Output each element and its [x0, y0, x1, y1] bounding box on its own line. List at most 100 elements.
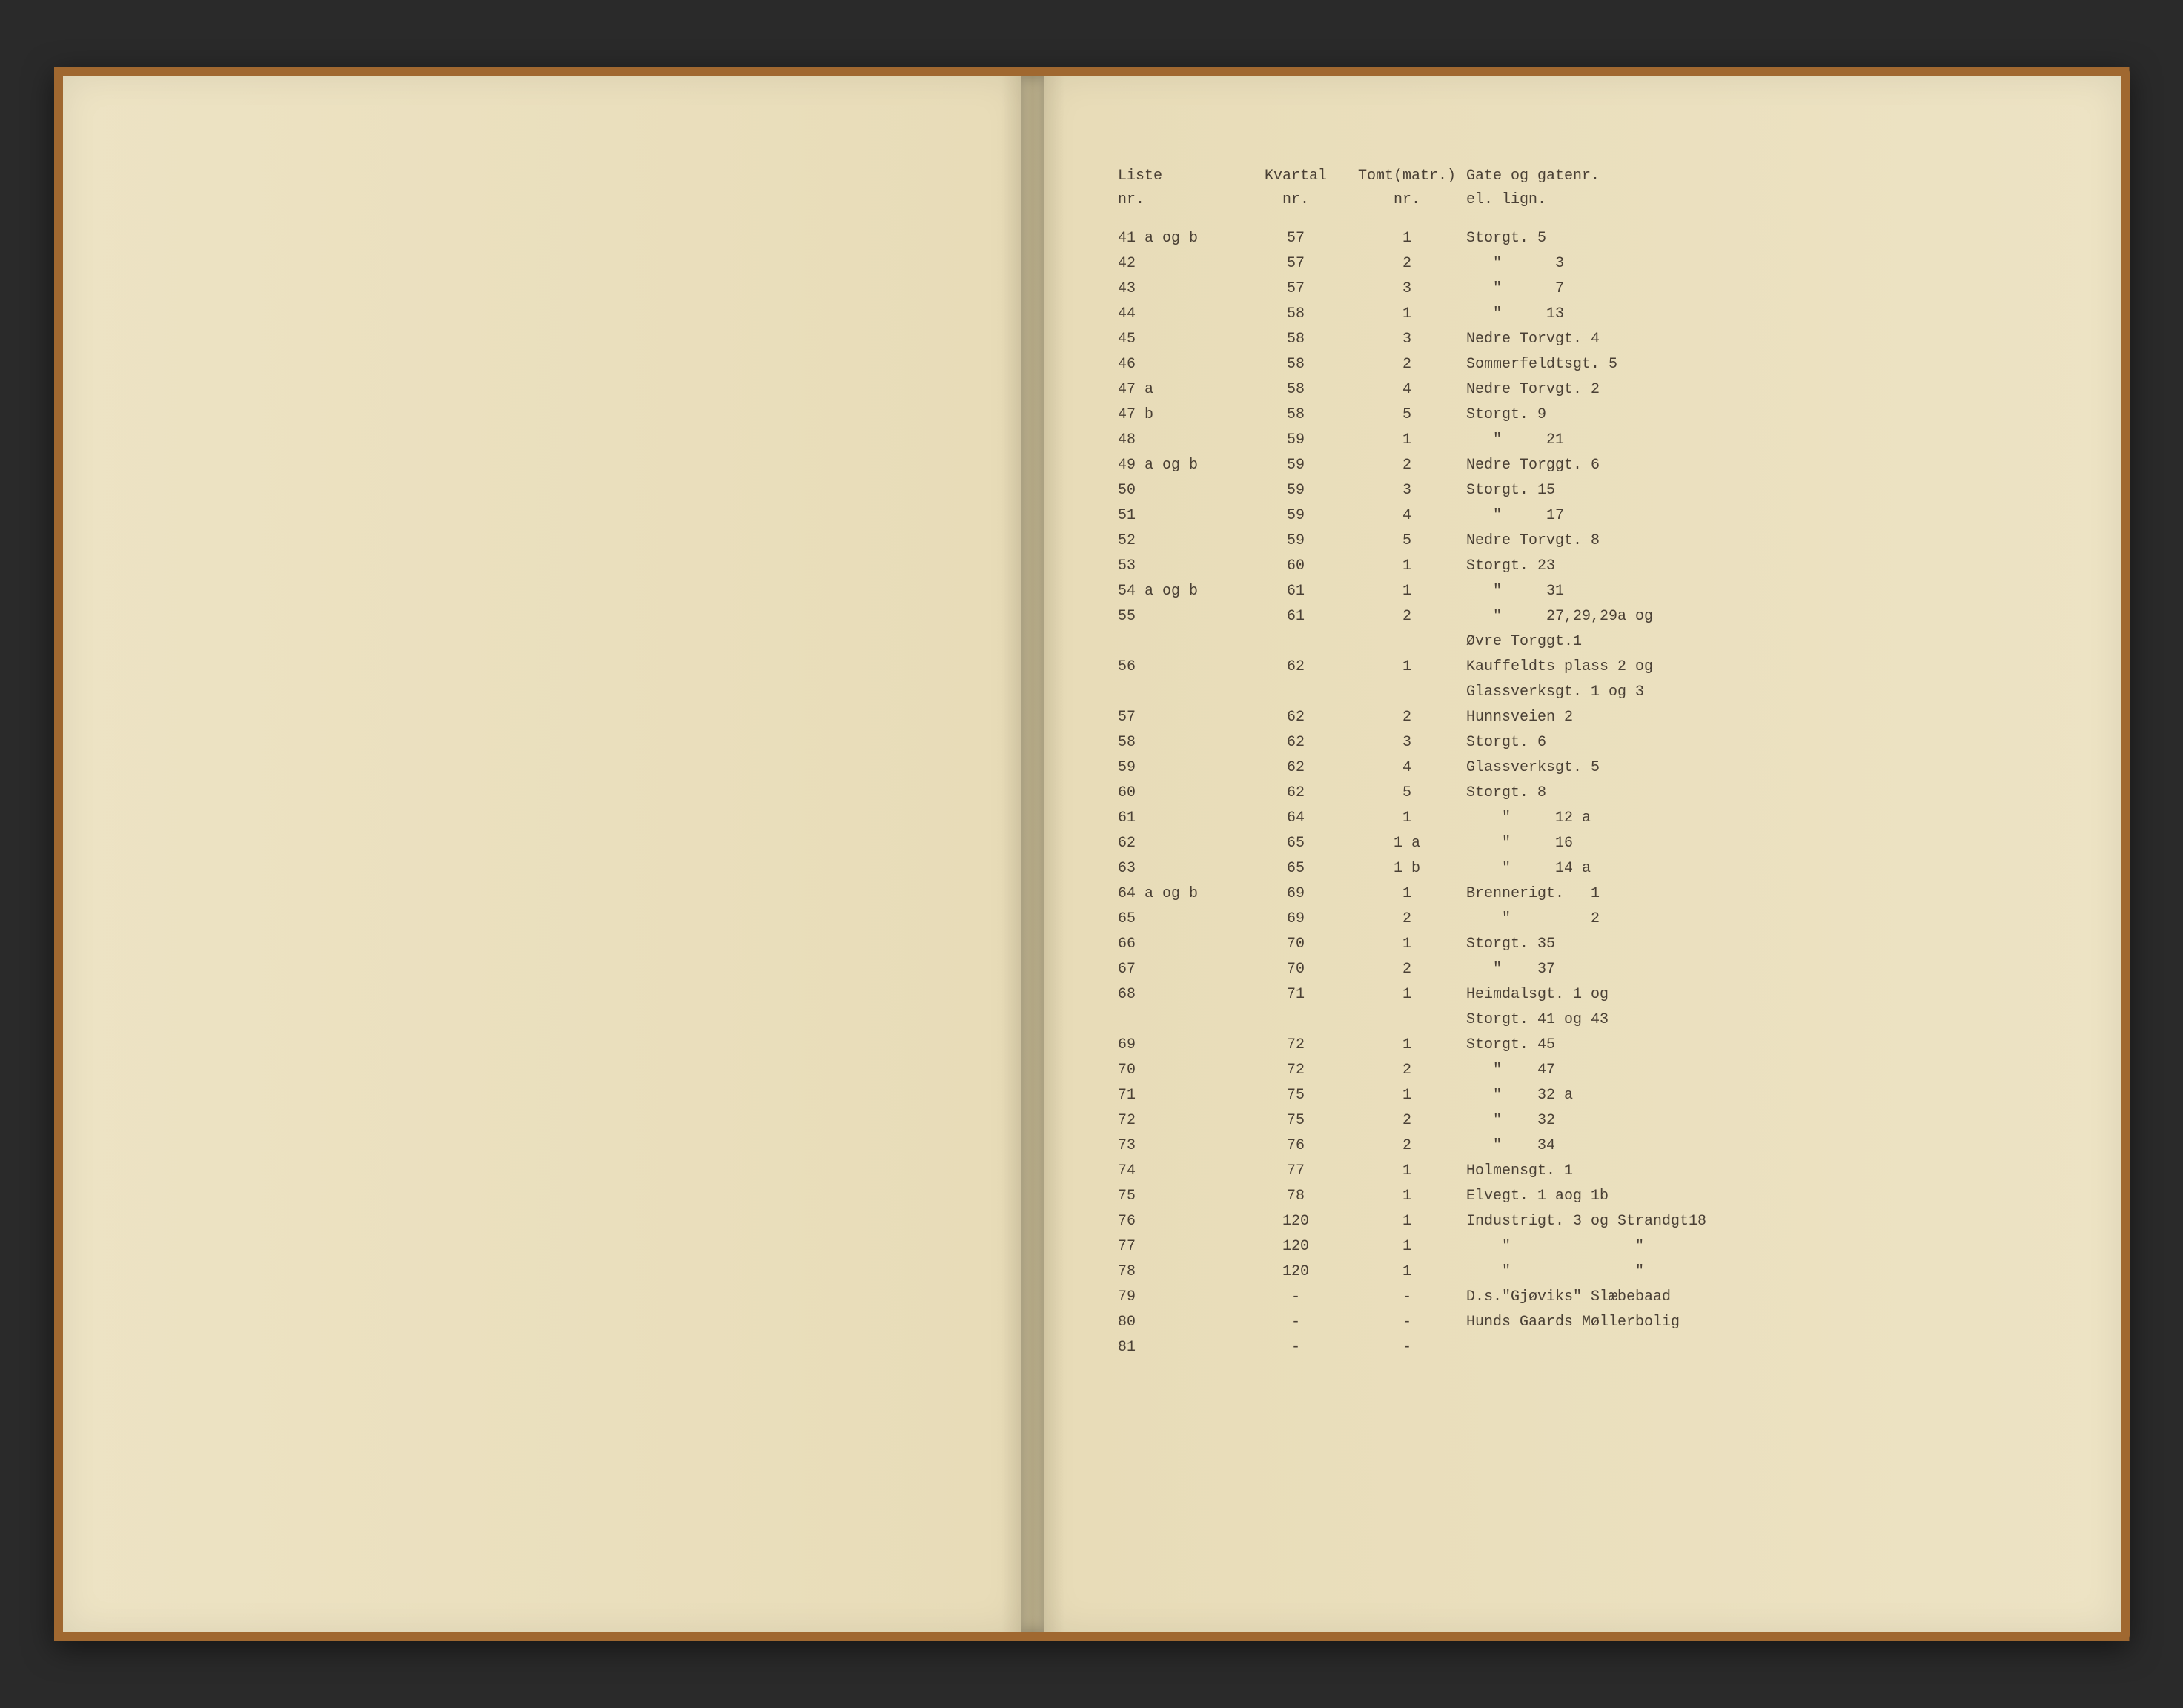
- table-row: 79--D.s."Gjøviks" Slæbebaad: [1118, 1285, 2076, 1309]
- cell-kvartal: 57: [1244, 252, 1348, 276]
- cell-liste: 69: [1118, 1033, 1244, 1057]
- table-row: 771201 " ": [1118, 1235, 2076, 1259]
- cell-kvartal: 59: [1244, 529, 1348, 553]
- table-row: 60625Storgt. 8: [1118, 781, 2076, 805]
- cell-gate: Glassverksgt. 1 og 3: [1466, 681, 2076, 704]
- cell-liste: 54 a og b: [1118, 580, 1244, 603]
- cell-kvartal: -: [1244, 1336, 1348, 1360]
- table-row: 73762 " 34: [1118, 1134, 2076, 1158]
- table-row: 74771Holmensgt. 1: [1118, 1159, 2076, 1183]
- cell-kvartal: [1244, 1008, 1348, 1032]
- cell-kvartal: 120: [1244, 1235, 1348, 1259]
- cell-gate: [1466, 1336, 2076, 1360]
- cell-kvartal: 76: [1244, 1134, 1348, 1158]
- cell-liste: 61: [1118, 807, 1244, 830]
- cell-tomt: 2: [1348, 605, 1466, 629]
- header-gate: Gate og gatenr. el. lign.: [1466, 165, 2076, 212]
- table-row: 69721Storgt. 45: [1118, 1033, 2076, 1057]
- cell-kvartal: 57: [1244, 227, 1348, 251]
- cell-kvartal: 58: [1244, 403, 1348, 427]
- cell-tomt: 1: [1348, 302, 1466, 326]
- cell-gate: Nedre Torvgt. 2: [1466, 378, 2076, 402]
- cell-liste: 44: [1118, 302, 1244, 326]
- table-row: 43573 " 7: [1118, 277, 2076, 301]
- cell-liste: 75: [1118, 1185, 1244, 1208]
- cell-kvartal: 59: [1244, 504, 1348, 528]
- table-body: 41 a og b571Storgt. 542572 " 343573 " 74…: [1118, 227, 2076, 1360]
- cell-kvartal: 70: [1244, 958, 1348, 982]
- cell-gate: Storgt. 8: [1466, 781, 2076, 805]
- table-row: 68711Heimdalsgt. 1 og: [1118, 983, 2076, 1007]
- table-row: 52595Nedre Torvgt. 8: [1118, 529, 2076, 553]
- cell-kvartal: 62: [1244, 731, 1348, 755]
- cell-tomt: 5: [1348, 781, 1466, 805]
- cell-tomt: 1: [1348, 428, 1466, 452]
- cell-liste: 71: [1118, 1084, 1244, 1108]
- cell-liste: 80: [1118, 1311, 1244, 1334]
- table-row: Storgt. 41 og 43: [1118, 1008, 2076, 1032]
- cell-gate: " 34: [1466, 1134, 2076, 1158]
- cell-tomt: 1: [1348, 555, 1466, 578]
- cell-liste: 47 b: [1118, 403, 1244, 427]
- cell-tomt: 4: [1348, 756, 1466, 780]
- cell-kvartal: 61: [1244, 605, 1348, 629]
- cell-gate: " 47: [1466, 1059, 2076, 1082]
- cell-gate: Storgt. 41 og 43: [1466, 1008, 2076, 1032]
- cell-liste: 64 a og b: [1118, 882, 1244, 906]
- cell-liste: 67: [1118, 958, 1244, 982]
- table-row: 66701Storgt. 35: [1118, 933, 2076, 956]
- cell-liste: 81: [1118, 1336, 1244, 1360]
- cell-liste: 49 a og b: [1118, 454, 1244, 477]
- cell-gate: " 32: [1466, 1109, 2076, 1133]
- cell-liste: 78: [1118, 1260, 1244, 1284]
- cell-liste: 62: [1118, 832, 1244, 855]
- cell-kvartal: 58: [1244, 302, 1348, 326]
- cell-tomt: 3: [1348, 731, 1466, 755]
- cell-gate: " 37: [1466, 958, 2076, 982]
- table-row: 56621Kauffeldts plass 2 og: [1118, 655, 2076, 679]
- cell-liste: 53: [1118, 555, 1244, 578]
- cell-kvartal: 57: [1244, 277, 1348, 301]
- cell-tomt: 1: [1348, 882, 1466, 906]
- cell-gate: " ": [1466, 1260, 2076, 1284]
- book-spine: [1021, 76, 1044, 1632]
- cell-liste: 46: [1118, 353, 1244, 377]
- cell-tomt: 4: [1348, 504, 1466, 528]
- cell-gate: " 3: [1466, 252, 2076, 276]
- table-row: Øvre Torggt.1: [1118, 630, 2076, 654]
- cell-tomt: 1: [1348, 933, 1466, 956]
- cell-kvartal: 59: [1244, 428, 1348, 452]
- cell-kvartal: 62: [1244, 756, 1348, 780]
- cell-liste: 60: [1118, 781, 1244, 805]
- table-row: 781201 " ": [1118, 1260, 2076, 1284]
- cell-liste: 68: [1118, 983, 1244, 1007]
- cell-tomt: 5: [1348, 529, 1466, 553]
- cell-gate: " 16: [1466, 832, 2076, 855]
- cell-liste: 65: [1118, 907, 1244, 931]
- cell-gate: Nedre Torvgt. 4: [1466, 328, 2076, 351]
- cell-liste: 63: [1118, 857, 1244, 881]
- cell-kvartal: [1244, 681, 1348, 704]
- cell-gate: " ": [1466, 1235, 2076, 1259]
- cell-kvartal: 72: [1244, 1059, 1348, 1082]
- cell-gate: Holmensgt. 1: [1466, 1159, 2076, 1183]
- cell-tomt: 1: [1348, 1260, 1466, 1284]
- cell-tomt: 2: [1348, 1109, 1466, 1133]
- cell-kvartal: 65: [1244, 857, 1348, 881]
- table-row: 46582Sommerfeldtsgt. 5: [1118, 353, 2076, 377]
- cell-tomt: 3: [1348, 479, 1466, 503]
- cell-tomt: 2: [1348, 958, 1466, 982]
- cell-tomt: 3: [1348, 277, 1466, 301]
- cell-kvartal: 71: [1244, 983, 1348, 1007]
- cell-tomt: 1: [1348, 983, 1466, 1007]
- cell-kvartal: 69: [1244, 882, 1348, 906]
- cell-tomt: [1348, 630, 1466, 654]
- cell-liste: 52: [1118, 529, 1244, 553]
- cell-tomt: 1: [1348, 1185, 1466, 1208]
- table-row: 71751 " 32 a: [1118, 1084, 2076, 1108]
- cell-liste: 42: [1118, 252, 1244, 276]
- cell-liste: 47 a: [1118, 378, 1244, 402]
- index-table: Liste nr. Kvartal nr. Tomt(matr.) nr. Ga…: [1118, 165, 2076, 1360]
- cell-kvartal: [1244, 630, 1348, 654]
- cell-kvartal: 120: [1244, 1260, 1348, 1284]
